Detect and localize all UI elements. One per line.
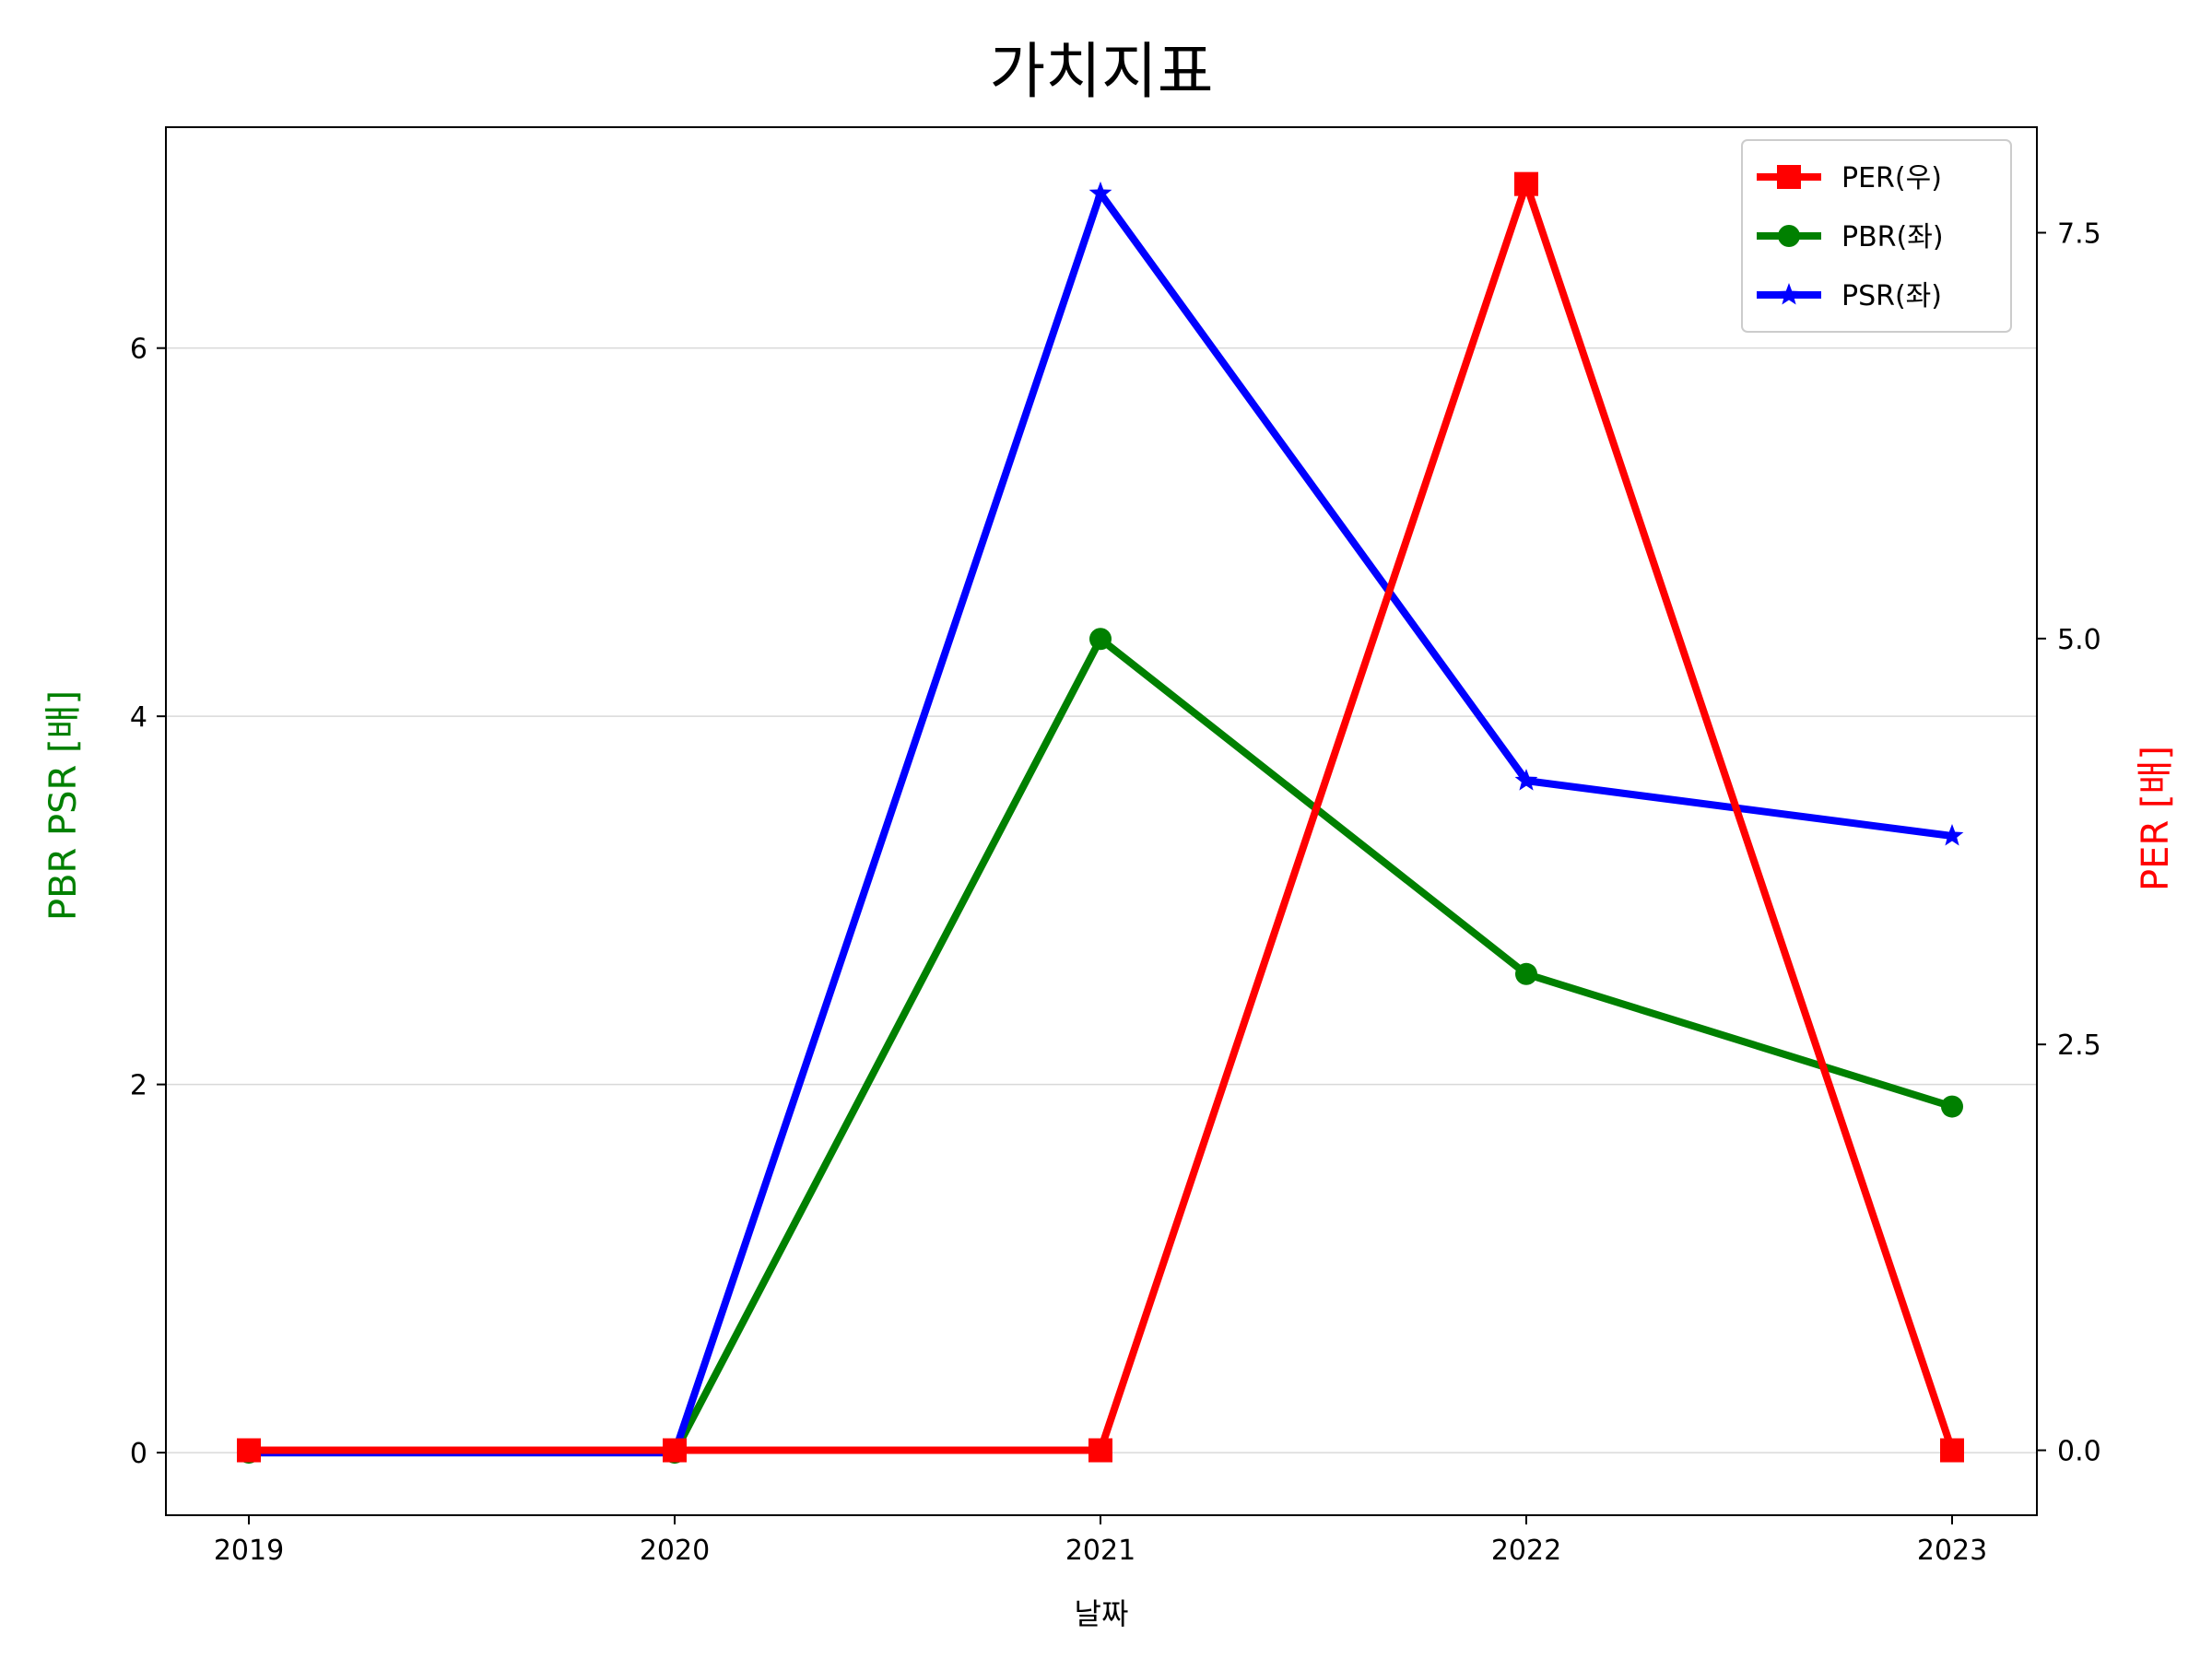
x-tick-label: 2019 <box>214 1535 284 1567</box>
series-PBR(좌) <box>238 628 1963 1465</box>
axes-layer: 2019 2020 2021 2022 2023 0 2 4 6 0.0 2.5 5.0 7.5 <box>130 218 2101 1567</box>
legend-box <box>1741 139 2012 333</box>
data-point <box>1514 171 1538 196</box>
legend-item: PSR(좌) <box>1757 280 1942 312</box>
y-axis-left-label: PBR PSR [배] <box>42 690 85 921</box>
data-point <box>1515 962 1537 985</box>
data-point <box>663 1438 687 1463</box>
data-point <box>1088 1438 1112 1463</box>
legend-label: PBR(좌) <box>1841 221 1944 253</box>
legend-label: PER(우) <box>1841 162 1942 194</box>
data-point <box>1941 1095 1963 1118</box>
data-point <box>1940 1438 1964 1463</box>
legend: PER(우) PBR(좌) PSR(좌) <box>1741 139 2012 333</box>
legend-item: PBR(좌) <box>1757 221 1944 253</box>
series-line <box>249 633 1954 1457</box>
y-left-tick-label: 4 <box>130 701 147 734</box>
y-left-tick-label: 2 <box>130 1070 147 1102</box>
data-point <box>1940 824 1964 846</box>
y-right-tick-label: 5.0 <box>2057 624 2101 656</box>
series-line <box>249 185 1953 1457</box>
y-axis-right-label: PER [배] <box>2135 746 2177 891</box>
y-right-tick-label: 7.5 <box>2057 218 2101 250</box>
y-left-tick-label: 0 <box>130 1438 147 1470</box>
legend-marker <box>1777 165 1801 189</box>
x-axis-label: 날짜 <box>1075 1596 1129 1631</box>
series-PER(우) <box>237 171 1964 1463</box>
data-point <box>1514 769 1538 791</box>
legend-item: PER(우) <box>1757 162 1942 194</box>
x-tick-label: 2021 <box>1065 1535 1135 1567</box>
y-right-tick-label: 0.0 <box>2057 1436 2101 1468</box>
legend-marker <box>1777 283 1801 305</box>
legend-label: PSR(좌) <box>1841 280 1942 312</box>
series-layer <box>237 171 1964 1465</box>
data-point <box>1088 181 1112 204</box>
x-tick-label: 2022 <box>1491 1535 1561 1567</box>
x-tick-label: 2020 <box>640 1535 710 1567</box>
plot-frame <box>165 126 2038 1516</box>
series-line <box>249 172 1956 1454</box>
x-tick-label: 2023 <box>1917 1535 1987 1567</box>
data-point <box>237 1438 261 1463</box>
series-PSR(좌) <box>237 181 1964 1463</box>
y-left-tick-label: 6 <box>130 334 147 366</box>
chart-title: 가치지표 <box>990 36 1214 107</box>
grid-lines <box>166 347 2037 1453</box>
legend-marker <box>1778 225 1800 247</box>
data-point <box>1089 628 1112 651</box>
y-right-tick-label: 2.5 <box>2057 1030 2101 1062</box>
